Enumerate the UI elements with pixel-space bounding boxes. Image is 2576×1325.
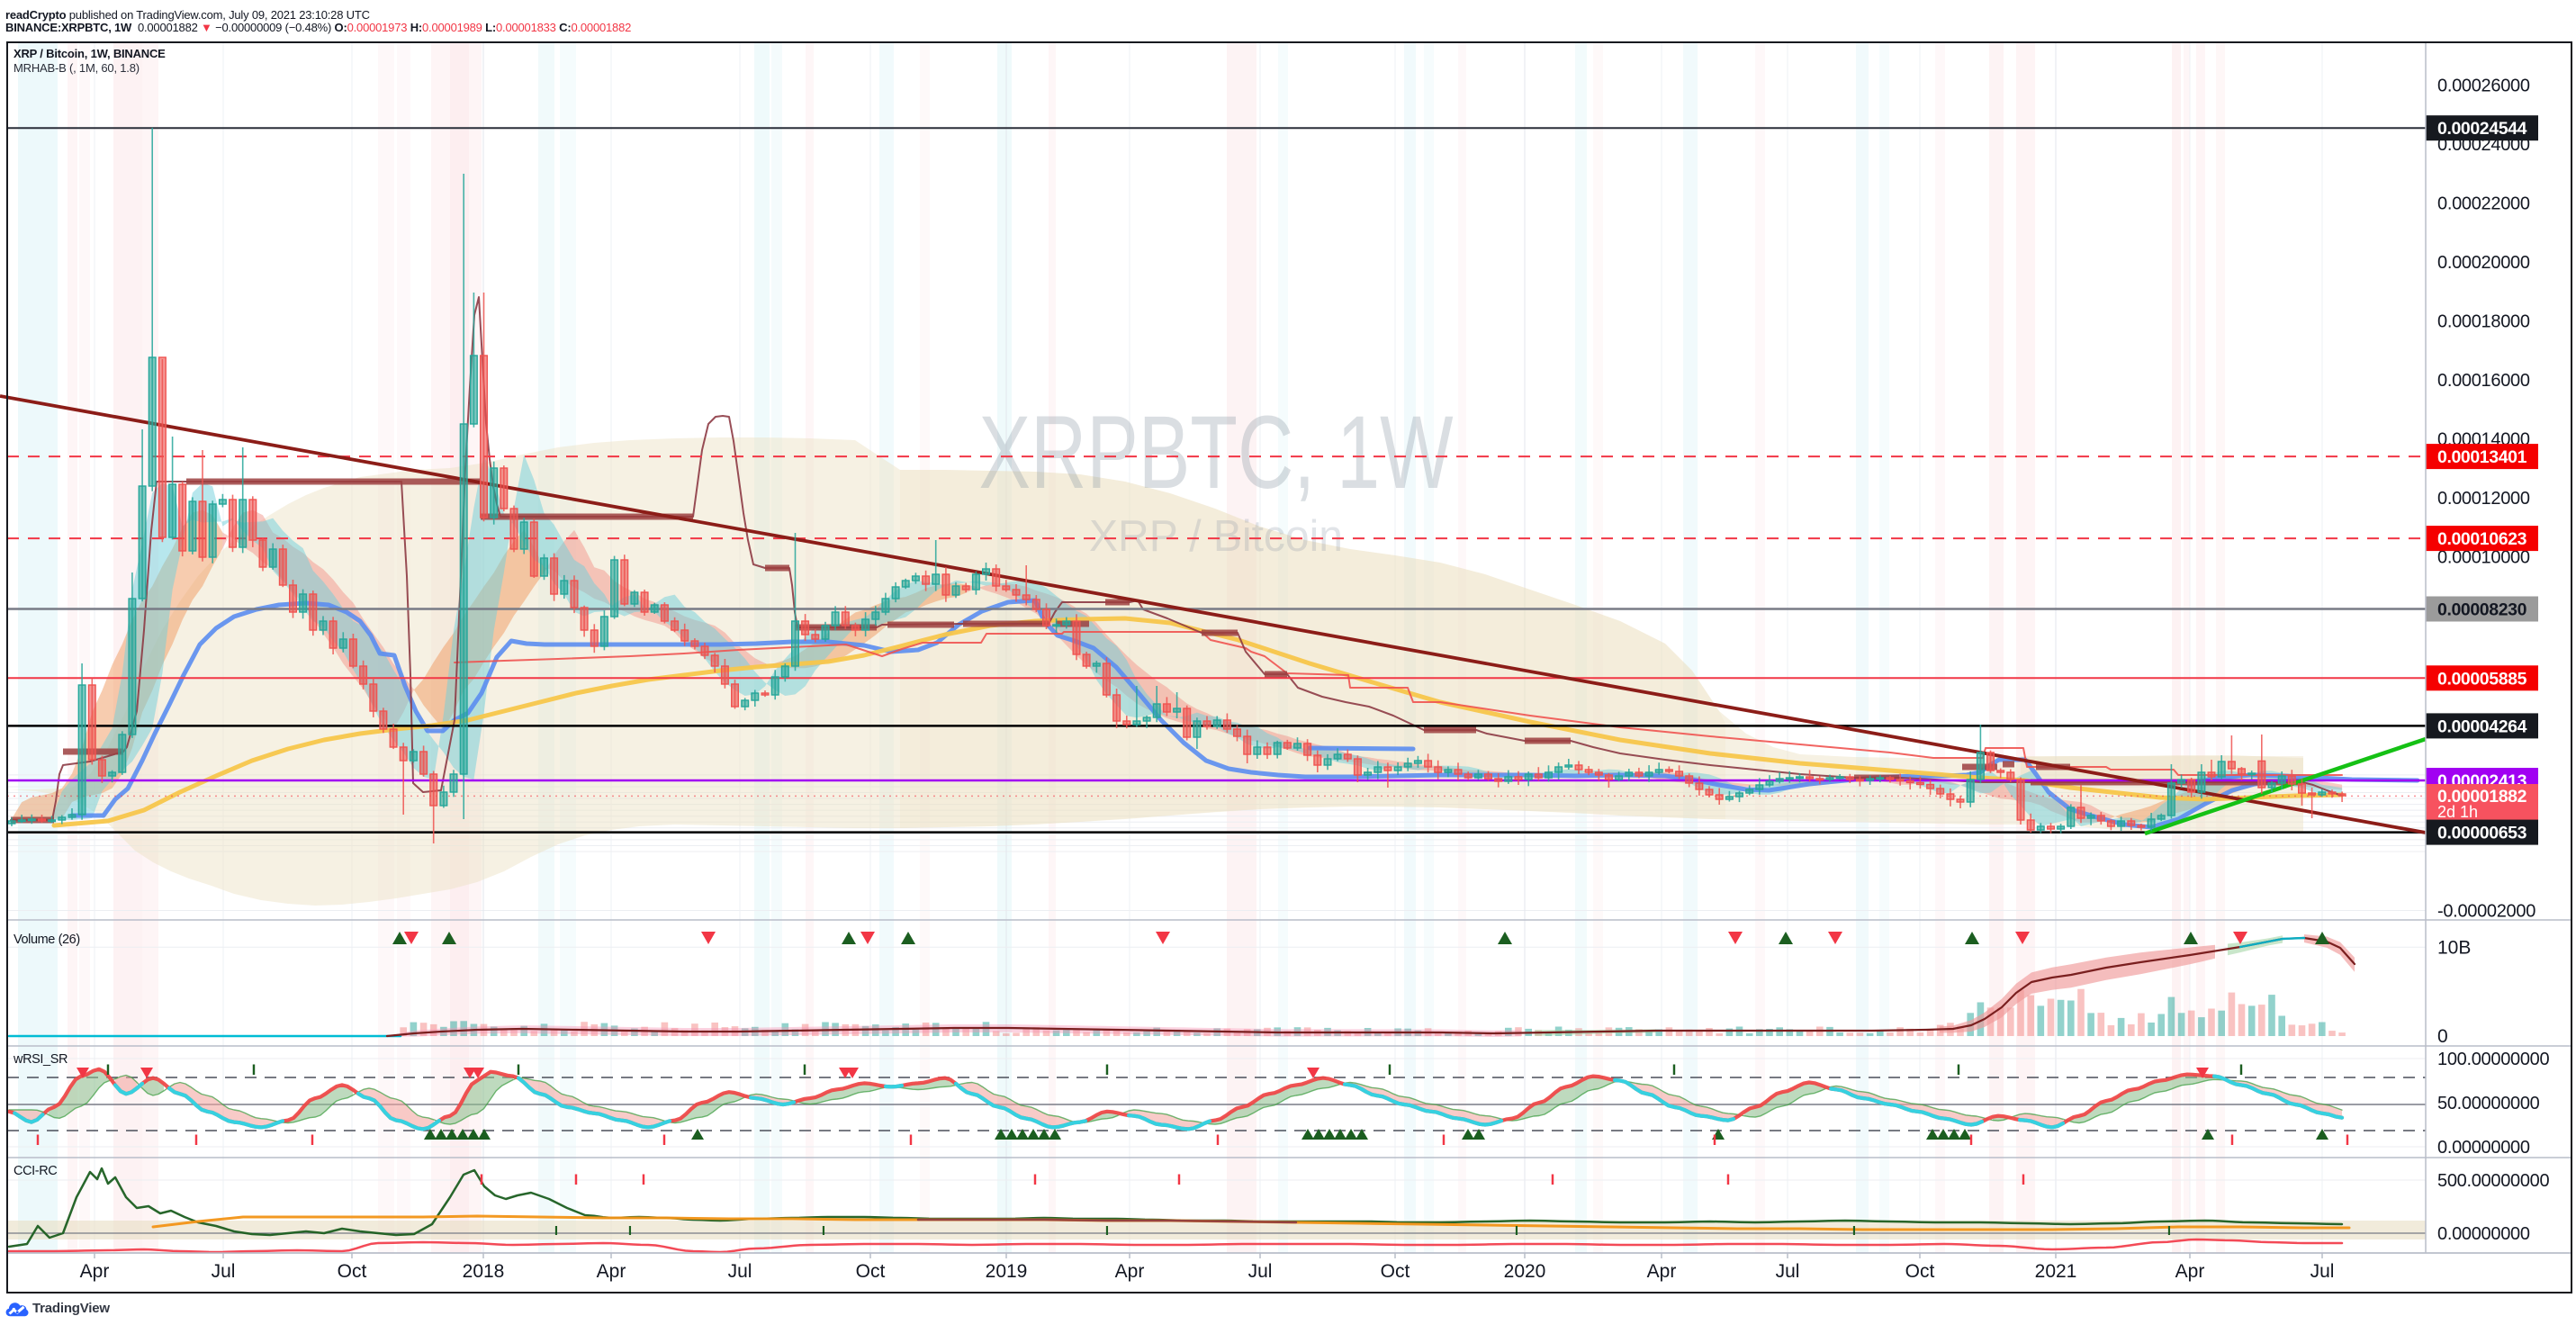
svg-text:CCI-RC: CCI-RC: [14, 1164, 57, 1178]
svg-text:I: I: [822, 1223, 825, 1239]
svg-text:0.00016000: 0.00016000: [2437, 371, 2530, 391]
svg-text:500.00000000: 500.00000000: [2437, 1171, 2549, 1191]
svg-text:I: I: [252, 1061, 257, 1078]
svg-text:I: I: [1852, 1223, 1856, 1239]
svg-text:I: I: [803, 1061, 807, 1078]
svg-text:Oct: Oct: [338, 1261, 367, 1282]
svg-text:Jul: Jul: [1248, 1261, 1273, 1282]
svg-text:0.00010623: 0.00010623: [2437, 529, 2527, 549]
svg-text:I: I: [1551, 1171, 1555, 1188]
svg-text:Apr: Apr: [2175, 1261, 2205, 1282]
svg-text:2020: 2020: [1504, 1261, 1546, 1282]
svg-text:I: I: [1388, 1061, 1392, 1078]
svg-text:100.00000000: 100.00000000: [2437, 1050, 2549, 1069]
svg-text:I: I: [311, 1131, 315, 1149]
svg-text:0.00022000: 0.00022000: [2437, 194, 2530, 214]
svg-text:I: I: [1033, 1171, 1038, 1188]
svg-text:Oct: Oct: [856, 1261, 886, 1282]
svg-text:I: I: [194, 1131, 199, 1149]
svg-text:I: I: [2239, 1061, 2244, 1078]
svg-text:Apr: Apr: [1647, 1261, 1677, 1282]
svg-text:I: I: [1105, 1061, 1110, 1078]
svg-text:I: I: [480, 1171, 484, 1188]
svg-text:2019: 2019: [986, 1261, 1028, 1282]
svg-text:I: I: [642, 1171, 646, 1188]
svg-text:I: I: [1969, 1131, 1974, 1149]
svg-text:0.00001882: 0.00001882: [2437, 787, 2527, 807]
svg-text:0.00000653: 0.00000653: [2437, 824, 2527, 843]
svg-text:I: I: [1957, 1061, 1961, 1078]
svg-text:Jul: Jul: [1776, 1261, 1800, 1282]
svg-text:0.00000000: 0.00000000: [2437, 1224, 2530, 1244]
svg-text:I: I: [106, 1061, 111, 1078]
svg-text:2d 1h: 2d 1h: [2437, 803, 2478, 821]
svg-text:-0.00002000: -0.00002000: [2437, 902, 2535, 922]
svg-text:0.00010000: 0.00010000: [2437, 548, 2530, 568]
svg-text:0.00000000: 0.00000000: [2437, 1138, 2530, 1158]
svg-text:I: I: [554, 1223, 558, 1239]
svg-text:Oct: Oct: [1381, 1261, 1410, 1282]
svg-text:Oct: Oct: [1905, 1261, 1935, 1282]
svg-text:I: I: [1713, 1131, 1717, 1149]
svg-text:I: I: [1672, 1061, 1677, 1078]
svg-text:I: I: [574, 1171, 579, 1188]
svg-text:I: I: [1177, 1171, 1182, 1188]
svg-text:I: I: [2167, 1223, 2171, 1239]
svg-text:0.00024544: 0.00024544: [2437, 119, 2527, 139]
svg-text:Apr: Apr: [80, 1261, 110, 1282]
svg-text:Jul: Jul: [728, 1261, 752, 1282]
svg-text:0: 0: [2437, 1026, 2448, 1047]
svg-text:I: I: [2230, 1131, 2235, 1149]
svg-text:50.00000000: 50.00000000: [2437, 1094, 2540, 1113]
svg-text:I: I: [628, 1223, 632, 1239]
svg-text:0.00012000: 0.00012000: [2437, 489, 2530, 509]
svg-text:I: I: [2346, 1131, 2350, 1149]
svg-text:2021: 2021: [2035, 1261, 2077, 1282]
svg-text:Apr: Apr: [597, 1261, 626, 1282]
svg-text:I: I: [1105, 1223, 1109, 1239]
svg-text:XRPBTC, 1W: XRPBTC, 1W: [979, 395, 1454, 510]
svg-text:2018: 2018: [463, 1261, 505, 1282]
svg-text:0.00013401: 0.00013401: [2437, 447, 2527, 467]
svg-text:0.00008230: 0.00008230: [2437, 600, 2527, 620]
svg-text:wRSI_SR: wRSI_SR: [13, 1052, 68, 1067]
svg-text:Volume (26): Volume (26): [14, 933, 80, 947]
svg-text:I: I: [1442, 1131, 1446, 1149]
svg-text:I: I: [517, 1061, 521, 1078]
svg-text:Apr: Apr: [1115, 1261, 1145, 1282]
svg-text:0.00004264: 0.00004264: [2437, 717, 2527, 736]
svg-text:I: I: [1726, 1171, 1731, 1188]
svg-text:I: I: [909, 1131, 914, 1149]
svg-text:0.00026000: 0.00026000: [2437, 77, 2530, 96]
svg-text:0.00018000: 0.00018000: [2437, 312, 2530, 332]
svg-text:10B: 10B: [2437, 937, 2471, 958]
svg-text:0.00020000: 0.00020000: [2437, 253, 2530, 273]
svg-text:I: I: [1216, 1131, 1220, 1149]
svg-text:I: I: [36, 1131, 41, 1149]
svg-text:I: I: [662, 1131, 667, 1149]
svg-text:0.00005885: 0.00005885: [2437, 669, 2527, 689]
svg-text:XRP / Bitcoin: XRP / Bitcoin: [1089, 512, 1343, 561]
svg-text:I: I: [1515, 1223, 1518, 1239]
svg-text:I: I: [2022, 1171, 2026, 1188]
svg-text:Jul: Jul: [212, 1261, 236, 1282]
svg-text:Jul: Jul: [2310, 1261, 2335, 1282]
